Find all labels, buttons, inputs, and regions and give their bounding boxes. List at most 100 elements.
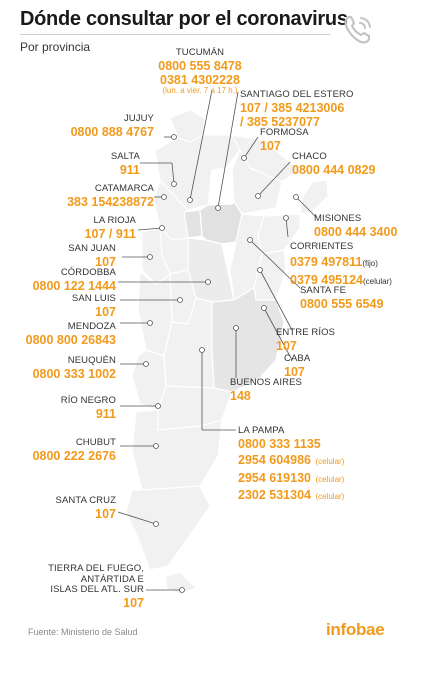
province-phone: 2954 604986: [238, 452, 311, 467]
province-name: LA RIOJA: [93, 215, 136, 226]
province-name: CHACO: [292, 151, 327, 162]
callout-lines: [117, 89, 317, 593]
province-name: ENTRE RÍOS: [276, 327, 336, 338]
label-formosa: FORMOSA 107: [260, 127, 309, 153]
label-rionegro: RÍO NEGRO 911: [40, 395, 116, 421]
phone-type: (celular): [315, 456, 345, 466]
phone-icon: [344, 15, 371, 44]
province-phone: 0800 888 4767: [70, 124, 154, 139]
phone-type: (celular): [315, 474, 345, 484]
province-phone: 107: [276, 338, 297, 353]
province-phone: 0800 222 2676: [32, 448, 116, 463]
province-name: SALTA: [110, 151, 140, 162]
province-chubut: [131, 409, 223, 491]
province-name: FORMOSA: [260, 127, 309, 138]
province-phone: 0800 333 1002: [32, 366, 116, 381]
province-name: LA PAMPA: [238, 425, 285, 436]
province-name: CABA: [284, 353, 311, 364]
label-neuquen: NEUQUÉN 0800 333 1002: [20, 355, 116, 381]
province-santiago: [199, 201, 243, 245]
province-phone: / 385 5237077: [240, 114, 320, 129]
page-title: Dónde consultar por el coronavirus: [20, 8, 348, 30]
province-name: SANTIAGO DEL ESTERO: [240, 89, 354, 100]
province-phone: 107: [284, 364, 305, 379]
province-phone: 2302 531304: [238, 488, 311, 503]
province-phone: 107: [260, 138, 281, 153]
label-misiones: MISIONES 0800 444 3400: [314, 213, 398, 239]
phone-type: (celular): [315, 492, 345, 502]
province-name: MISIONES: [314, 213, 362, 224]
province-name: ISLAS DEL ATL. SUR: [50, 584, 144, 596]
province-name: BUENOS AIRES: [230, 377, 302, 388]
province-phone: 0800 800 26843: [25, 332, 116, 347]
province-misiones: [299, 179, 329, 215]
province-name: RÍO NEGRO: [60, 395, 116, 406]
province-name: SANTA CRUZ: [55, 495, 116, 506]
province-name: CÓRDOBBA: [60, 267, 116, 278]
province-phone: 107: [95, 254, 116, 269]
province-name: SAN LUIS: [71, 293, 116, 304]
province-name: SAN JUAN: [68, 243, 116, 254]
label-buenosaires: BUENOS AIRES 148: [230, 377, 302, 403]
label-catamarca: CATAMARCA 383 154238872: [30, 183, 154, 209]
province-phone: 0800 444 3400: [314, 224, 398, 239]
label-jujuy: JUJUY 0800 888 4767: [60, 113, 154, 139]
province-name: JUJUY: [123, 113, 154, 124]
province-phone: 107 / 385 4213006: [240, 100, 345, 115]
province-phone: 0379 495124: [290, 272, 363, 287]
province-name: CHUBUT: [75, 437, 116, 448]
province-tierradelfuego: [165, 571, 198, 595]
province-note: (lun. a vier. 7 a 17 h.): [162, 85, 238, 95]
province-name: SANTA FE: [300, 285, 347, 296]
province-phone: 148: [230, 388, 251, 403]
province-phone: 107: [95, 304, 116, 319]
source-note: Fuente: Ministerio de Salud: [28, 627, 138, 637]
label-tierradelfuego: TIERRA DEL FUEGO, ANTÁRTIDA E ISLAS DEL …: [30, 563, 144, 610]
label-chaco: CHACO 0800 444 0829: [292, 151, 376, 177]
province-phone: 0800 555 6549: [300, 296, 384, 311]
province-name: TIERRA DEL FUEGO,: [48, 563, 144, 574]
brand-logo: infobae: [326, 620, 385, 639]
province-phone: 0800 333 1135: [238, 436, 321, 451]
province-name: NEUQUÉN: [67, 355, 116, 366]
label-tucuman: TUCUMÁN 0800 555 8478 0381 4302228 (lun.…: [150, 47, 250, 96]
label-santacruz: SANTA CRUZ 107: [40, 495, 116, 521]
province-name: MENDOZA: [67, 321, 116, 332]
province-name: CORRIENTES: [290, 241, 354, 252]
province-phone: 911: [119, 162, 140, 177]
province-phone: 0800 444 0829: [292, 162, 376, 177]
map-provinces: [125, 109, 329, 595]
label-santafe: SANTA FE 0800 555 6549: [300, 285, 384, 311]
phone-type: (celular): [363, 276, 392, 286]
label-mendoza: MENDOZA 0800 800 26843: [20, 321, 116, 347]
province-phone: 0800 122 1444: [32, 278, 116, 293]
province-phone: 107 / 911: [84, 226, 136, 241]
title-divider: [20, 34, 330, 35]
province-phone: 383 154238872: [67, 194, 154, 209]
province-name: TUCUMÁN: [175, 47, 225, 58]
province-chaco: [231, 148, 283, 215]
label-corrientes: CORRIENTES 0379 497811(fijo) 0379 495124…: [290, 241, 392, 288]
province-name: ANTÁRTIDA E: [80, 573, 144, 585]
label-sanjuan: SAN JUAN 107: [40, 243, 116, 269]
province-name: CATAMARCA: [94, 183, 154, 194]
province-phone: 2954 619130: [238, 470, 311, 485]
label-santiago: SANTIAGO DEL ESTERO 107 / 385 4213006 / …: [240, 89, 354, 129]
province-phone: 0800 555 8478: [158, 58, 242, 73]
province-phone: 0379 497811: [290, 254, 363, 269]
province-santacruz: [125, 485, 211, 571]
province-phone: 911: [95, 406, 116, 421]
label-sanluis: SAN LUIS 107: [40, 293, 116, 319]
label-salta: SALTA 911: [80, 151, 140, 177]
phone-type: (fijo): [362, 258, 378, 268]
province-phone: 0381 4302228: [160, 72, 240, 87]
label-lapampa: LA PAMPA 0800 333 1135 2954 604986 (celu…: [238, 425, 345, 504]
province-phone: 107: [123, 595, 144, 610]
label-cordoba: CÓRDOBBA 0800 122 1444: [20, 267, 116, 293]
label-larioja: LA RIOJA 107 / 911: [50, 215, 136, 241]
page-subtitle: Por provincia: [20, 40, 91, 54]
label-chubut: CHUBUT 0800 222 2676: [20, 437, 116, 463]
province-phone: 107: [95, 506, 116, 521]
label-entrerios: ENTRE RÍOS 107: [276, 327, 336, 353]
